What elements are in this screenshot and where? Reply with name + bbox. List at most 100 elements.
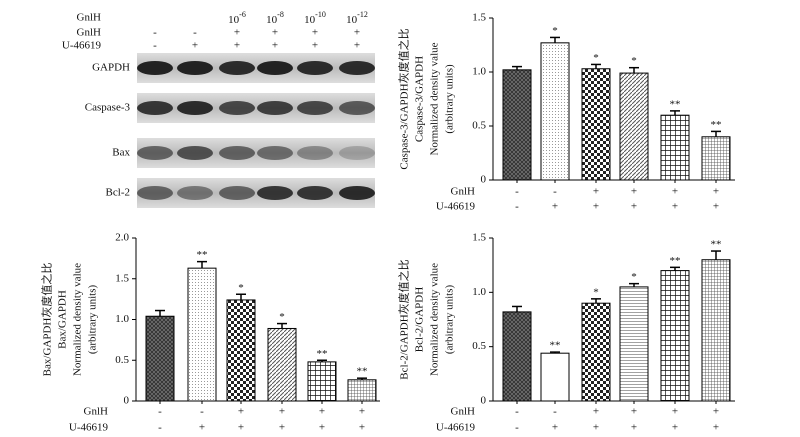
treatment-mark: + — [234, 27, 240, 39]
concentration-base: 10 — [304, 14, 316, 26]
significance-label: * — [593, 286, 599, 298]
y-axis-label: Normalized density value — [429, 42, 441, 155]
significance-label: ** — [197, 249, 208, 261]
significance-label: * — [593, 52, 599, 64]
treatment-mark: + — [279, 406, 285, 418]
blot-band — [257, 146, 293, 160]
concentration-label: 10-10 — [304, 10, 326, 26]
bar — [701, 136, 731, 181]
treatment-name: U-46619 — [69, 422, 109, 434]
treatment-mark: - — [515, 186, 519, 198]
treatment-mark: + — [272, 40, 278, 52]
treatment-mark: + — [319, 422, 325, 434]
treatment-mark: + — [234, 40, 240, 52]
treatment-mark: + — [354, 40, 360, 52]
y-axis-label: Caspase-3/GAPDH — [414, 56, 426, 142]
bar — [540, 352, 570, 402]
treatment-mark: + — [713, 406, 719, 418]
treatment-mark: + — [631, 201, 637, 213]
y-tick-label: 1.0 — [472, 66, 486, 78]
treatment-mark: + — [552, 201, 558, 213]
y-tick-label: 1.5 — [472, 232, 486, 244]
treatment-mark: - — [158, 422, 162, 434]
blot-band — [257, 101, 293, 115]
band-label: Bax — [112, 147, 130, 159]
treatment-mark: + — [238, 406, 244, 418]
treatment-mark: + — [319, 406, 325, 418]
bar — [701, 259, 731, 402]
treatment-mark: - — [515, 201, 519, 213]
bar — [187, 267, 217, 402]
significance-label: ** — [317, 348, 328, 360]
band-label: GAPDH — [92, 62, 130, 74]
treatment-mark: + — [631, 406, 637, 418]
treatment-name: GnlH — [77, 27, 102, 39]
y-tick-label: 0.5 — [472, 120, 486, 132]
treatment-name: GnlH — [451, 406, 476, 418]
blot-band — [137, 146, 173, 160]
blot-band — [137, 101, 173, 115]
significance-label: ** — [711, 119, 722, 131]
significance-label: * — [631, 55, 637, 67]
treatment-mark: + — [713, 422, 719, 434]
blot-band — [297, 61, 333, 75]
blot-band — [177, 146, 213, 160]
y-tick-label: 0.5 — [115, 354, 129, 366]
y-axis-label: Caspase-3/GAPDH灰度值之比 — [397, 28, 411, 169]
treatment-mark: + — [238, 422, 244, 434]
treatment-mark: - — [193, 27, 197, 39]
significance-label: ** — [550, 340, 561, 352]
blot-band — [137, 186, 173, 200]
bar — [347, 379, 377, 402]
treatment-mark: - — [153, 40, 157, 52]
bar — [581, 68, 611, 181]
y-axis-label: Bax/GAPDH灰度值之比 — [40, 263, 54, 377]
band-label: Caspase-3 — [85, 102, 131, 114]
y-tick-label: 0 — [124, 395, 130, 407]
treatment-mark: + — [672, 406, 678, 418]
bar — [660, 270, 690, 402]
y-tick-label: 1.5 — [472, 12, 486, 24]
y-tick-label: 2.0 — [115, 232, 129, 244]
treatment-name: U-46619 — [436, 422, 476, 434]
y-tick-label: 1.0 — [115, 313, 129, 325]
treatment-mark: + — [593, 186, 599, 198]
y-axis-label: Bax/GAPDH — [57, 290, 69, 349]
significance-label: * — [631, 271, 637, 283]
treatment-mark: + — [672, 201, 678, 213]
y-tick-label: 1.0 — [472, 286, 486, 298]
treatment-mark: + — [354, 27, 360, 39]
treatment-mark: + — [359, 422, 365, 434]
y-tick-label: 1.5 — [115, 272, 129, 284]
y-tick-label: 0 — [481, 174, 487, 186]
concentration-exp: -10 — [315, 10, 326, 19]
concentration-label: 10-8 — [266, 10, 284, 26]
concentration-label: 10-6 — [228, 10, 246, 26]
treatment-name: U-46619 — [62, 40, 102, 52]
blot-band — [219, 186, 255, 200]
treatment-name: GnlH — [451, 186, 476, 198]
treatment-mark: + — [631, 186, 637, 198]
treatment-mark: + — [593, 406, 599, 418]
blot-strip — [137, 138, 375, 168]
blot-band — [297, 146, 333, 160]
treatment-mark: - — [200, 406, 204, 418]
significance-label: * — [279, 311, 285, 323]
bar — [619, 72, 649, 181]
y-axis-label: (arbitrary units) — [444, 64, 456, 134]
blot-band — [219, 146, 255, 160]
blot-band — [177, 61, 213, 75]
blot-band — [177, 186, 213, 200]
treatment-mark: - — [553, 186, 557, 198]
significance-label: ** — [357, 366, 368, 378]
blot-band — [339, 61, 375, 75]
blot-band — [219, 61, 255, 75]
treatment-mark: + — [192, 40, 198, 52]
blot-band — [257, 61, 293, 75]
y-tick-label: 0.5 — [472, 340, 486, 352]
bar — [226, 299, 256, 402]
y-axis-label: Bcl-2/GAPDH — [414, 287, 426, 352]
treatment-mark: + — [552, 422, 558, 434]
bar — [502, 311, 532, 402]
